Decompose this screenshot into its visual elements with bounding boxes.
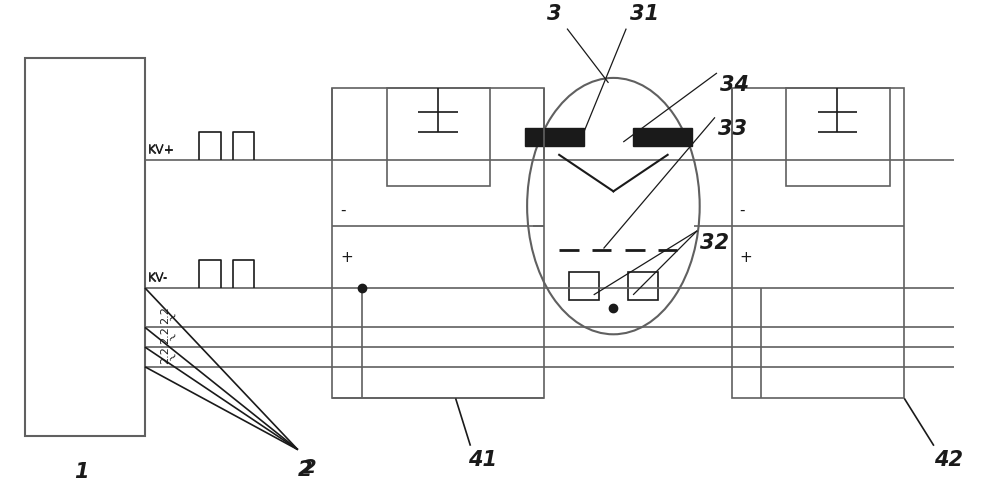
Bar: [786, 88, 890, 186]
Text: KV-: KV-: [148, 271, 168, 284]
Bar: [732, 88, 904, 399]
Text: ~: ~: [165, 348, 181, 365]
Text: 2: 2: [298, 460, 312, 480]
Bar: [633, 128, 692, 146]
Text: KV-: KV-: [148, 272, 168, 285]
Text: ~: ~: [165, 309, 181, 326]
Text: KV+: KV+: [148, 143, 175, 156]
Text: +: +: [740, 250, 752, 265]
Text: 3: 3: [547, 3, 561, 24]
Bar: [628, 272, 658, 300]
Bar: [569, 272, 599, 300]
Text: -: -: [740, 203, 745, 218]
Text: 31: 31: [630, 3, 659, 24]
Text: 1: 1: [74, 463, 88, 483]
Text: 2.2: 2.2: [160, 326, 170, 344]
Text: 2: 2: [303, 458, 316, 477]
Text: KV+: KV+: [148, 144, 175, 157]
Text: +: +: [340, 250, 353, 265]
Text: 33: 33: [718, 119, 747, 139]
Bar: [525, 128, 584, 146]
Bar: [332, 88, 544, 399]
Text: ~: ~: [165, 329, 181, 345]
Text: -: -: [340, 203, 346, 218]
Text: 34: 34: [720, 75, 749, 95]
Bar: [25, 58, 145, 436]
Text: 2.2: 2.2: [160, 346, 170, 364]
Text: 2.2: 2.2: [160, 307, 170, 325]
Text: 41: 41: [468, 450, 497, 470]
Bar: [387, 88, 490, 186]
Text: 32: 32: [700, 233, 729, 253]
Text: 42: 42: [934, 450, 963, 470]
